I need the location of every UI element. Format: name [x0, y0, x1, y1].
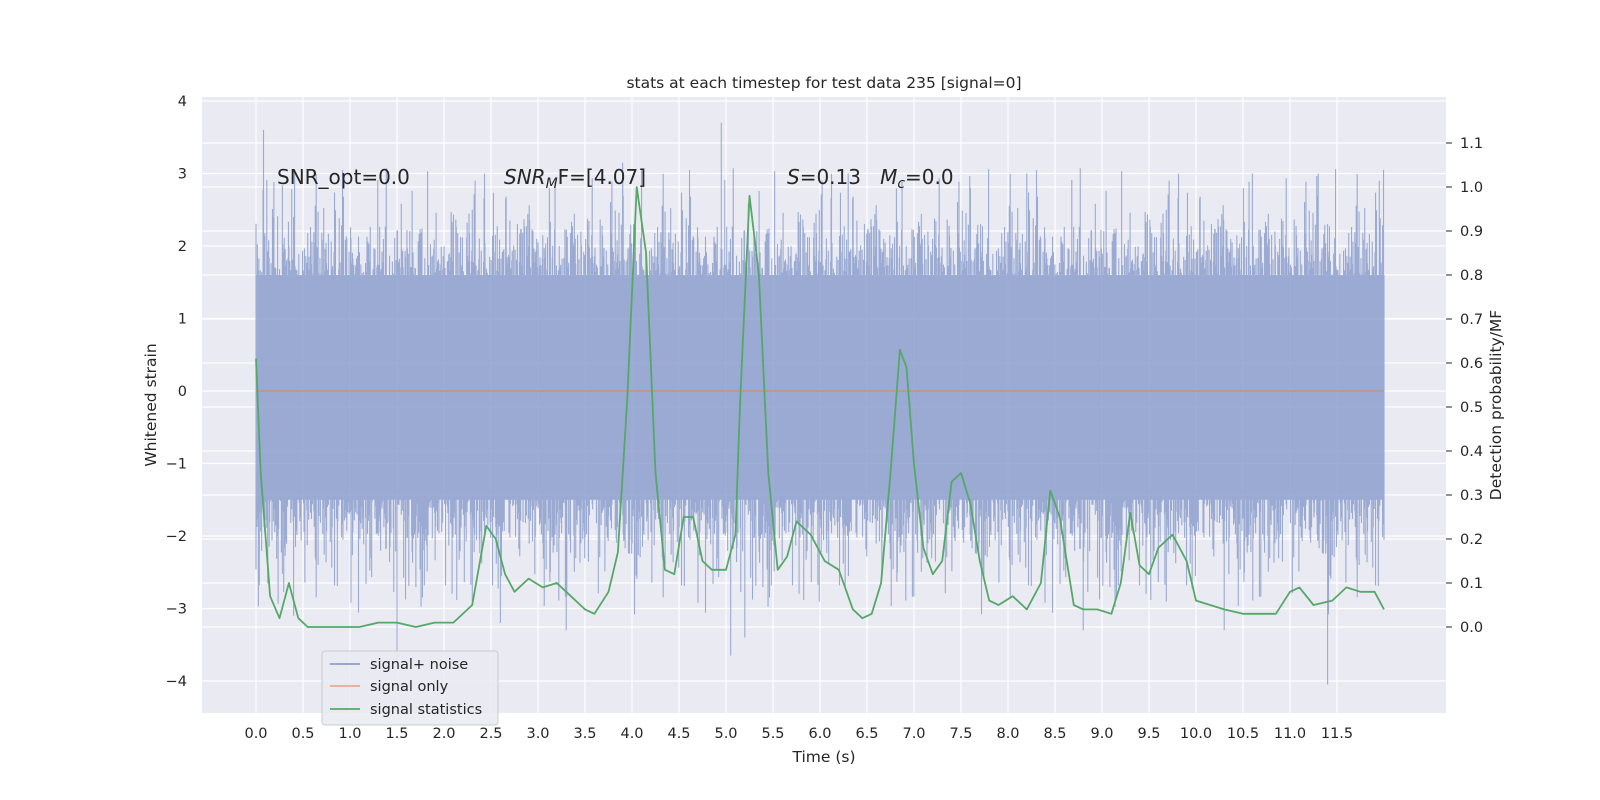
y-right-tick-label: 0.0	[1460, 620, 1483, 636]
x-tick-label: 0.5	[291, 726, 314, 742]
x-tick-label: 7.0	[902, 726, 925, 742]
y-right-tick-label: 0.4	[1460, 444, 1483, 460]
chart-title: stats at each timestep for test data 235…	[626, 74, 1021, 92]
x-tick-label: 2.5	[479, 726, 502, 742]
y-tick-label: −2	[166, 529, 187, 545]
statistics-series	[255, 186, 1385, 628]
x-tick-label: 11.0	[1274, 726, 1306, 742]
x-tick-label: 4.0	[620, 726, 643, 742]
x-tick-label: 9.5	[1137, 726, 1160, 742]
annotation-m-sub: c	[897, 176, 905, 192]
annotation-s-mc: S=0.13 Mc=0.0	[787, 165, 954, 192]
y-tick-label: 1	[178, 312, 187, 328]
x-tick-label: 2.0	[432, 726, 455, 742]
y-right-tick-label: 0.2	[1460, 532, 1483, 548]
annotation-s-rest: =0.13	[800, 165, 880, 189]
legend-label-statistics: signal statistics	[370, 702, 482, 718]
y-right-tick-label: 0.1	[1460, 576, 1483, 592]
legend-box	[321, 650, 499, 726]
x-tick-label: 7.5	[949, 726, 972, 742]
y-right-tick-label: 0.9	[1460, 224, 1483, 240]
x-tick-label: 11.5	[1321, 726, 1353, 742]
legend: signal+ noise signal only signal statist…	[321, 650, 499, 726]
x-tick-label: 1.0	[338, 726, 361, 742]
x-tick-label: 9.0	[1090, 726, 1113, 742]
annotation-snr-rest: F=[4.07]	[558, 165, 646, 189]
y-tick-label: 3	[178, 167, 187, 183]
annotation-snr-main: SNR	[504, 165, 546, 189]
x-tick-labels: 0.0 0.5 1.0 1.5 2.0 2.5 3.0 3.5 4.0 4.5 5.0 5.5 6.0 6…	[244, 726, 1353, 742]
y-axis-label: Whitened strain	[142, 343, 160, 466]
y-tick-label: 4	[178, 94, 187, 110]
x-tick-label: 3.0	[526, 726, 549, 742]
y-right-tick-label: 0.6	[1460, 356, 1483, 372]
y-tick-labels: 4 3 2 1 0 −1 −2 −3 −4	[166, 94, 187, 690]
y-right-tick-label: 0.7	[1460, 312, 1483, 328]
y-tick-label: 0	[178, 384, 187, 400]
y-tick-label: −1	[166, 457, 187, 473]
legend-label-signal-only: signal only	[370, 679, 449, 695]
y-right-axis-label: Detection probability/MF	[1487, 310, 1505, 501]
annotation-snr-sub: M	[546, 176, 558, 192]
y-right-tick-label: 0.5	[1460, 400, 1483, 416]
x-tick-label: 4.5	[667, 726, 690, 742]
annotation-m-rest: =0.0	[905, 165, 954, 189]
y-tick-label: −3	[166, 602, 187, 618]
x-tick-label: 3.5	[573, 726, 596, 742]
x-tick-label: 0.0	[244, 726, 267, 742]
y-right-tick-label: 1.0	[1460, 180, 1483, 196]
annotation-s-main: S	[787, 165, 800, 189]
annotation-snr-mf: SNRMF=[4.07]	[504, 165, 646, 192]
y-right-tick-labels: 0.0 0.1 0.2 0.3 0.4 0.5 0.6 0.7 0.8 0.9 1.0 1.1	[1446, 136, 1483, 636]
x-tick-label: 5.5	[761, 726, 784, 742]
statistics-line	[255, 186, 1385, 628]
y-tick-label: 2	[178, 239, 187, 255]
x-tick-label: 10.5	[1227, 726, 1259, 742]
x-tick-label: 1.5	[385, 726, 408, 742]
annotation-snr-opt: SNR_opt=0.0	[277, 165, 410, 189]
y-right-tick-label: 1.1	[1460, 136, 1483, 152]
y-right-tick-label: 0.3	[1460, 488, 1483, 504]
annotation-m-main: M	[880, 165, 897, 189]
x-tick-label: 10.0	[1180, 726, 1212, 742]
y-tick-label: −4	[166, 674, 187, 690]
x-tick-label: 8.5	[1043, 726, 1066, 742]
x-axis-label: Time (s)	[791, 748, 855, 766]
x-tick-label: 6.0	[808, 726, 831, 742]
x-tick-label: 5.0	[714, 726, 737, 742]
legend-label-noise: signal+ noise	[370, 657, 468, 673]
x-tick-label: 6.5	[855, 726, 878, 742]
y-right-tick-label: 0.8	[1460, 268, 1483, 284]
x-tick-label: 8.0	[996, 726, 1019, 742]
